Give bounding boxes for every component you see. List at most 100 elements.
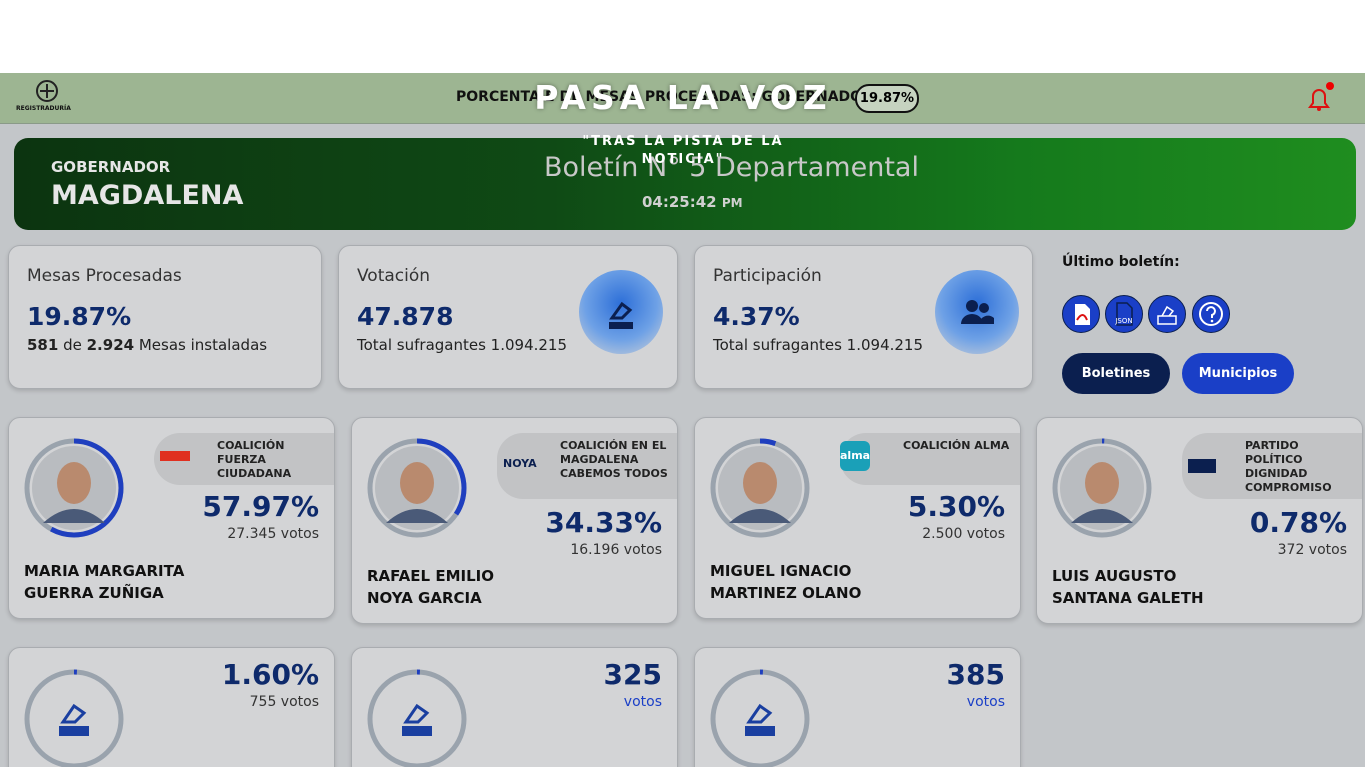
logo-text: REGISTRADURÍA xyxy=(16,105,71,112)
clock: 04:25:42 xyxy=(642,193,717,211)
bulletins-button[interactable]: Boletines xyxy=(1062,353,1170,394)
photo-body xyxy=(43,509,105,523)
vote-count: 2.500 votos xyxy=(922,526,1005,542)
other-main: 385 xyxy=(946,658,1005,691)
name-line: MARIA MARGARITA xyxy=(24,562,185,580)
notifications[interactable] xyxy=(1302,81,1336,115)
ring-track xyxy=(367,669,467,767)
other-sub: votos xyxy=(966,694,1005,710)
banner: GOBERNADOR MAGDALENA Boletín N° 5 Depart… xyxy=(14,138,1356,230)
ring-arc xyxy=(24,438,124,538)
app: REGISTRADURÍA PORCENTAJE DE MESAS PROCES… xyxy=(0,73,1365,767)
party-pill: COALICIÓN FUERZA CIUDADANA xyxy=(154,433,334,485)
pdf-button[interactable] xyxy=(1062,295,1100,333)
municipalities-button[interactable]: Municipios xyxy=(1182,353,1294,394)
other-card: 385 votos xyxy=(694,647,1021,767)
photo-body xyxy=(729,509,791,523)
progress-ring xyxy=(24,669,124,767)
ballot xyxy=(60,703,87,724)
party-pill: NOYA COALICIÓN EN EL MAGDALENA CABEMOS TO… xyxy=(497,433,677,499)
card-detail: 581 de 2.924 Mesas instaladas xyxy=(27,336,267,354)
vote-count: 16.196 votos xyxy=(570,542,662,558)
suffix: Mesas instaladas xyxy=(138,336,268,354)
other-card: 1.60% 755 votos xyxy=(8,647,335,767)
json-button[interactable]: JSON xyxy=(1105,295,1143,333)
party-logo: NOYA xyxy=(503,457,537,470)
other-main: 1.60% xyxy=(221,658,319,691)
photo-face xyxy=(1085,462,1119,504)
bulletin-title: Boletín N° 5 Departamental xyxy=(544,152,919,183)
other-card: 325 votos xyxy=(351,647,678,767)
watermark-title: PASA LA VOZ xyxy=(534,78,832,117)
turnout-card: Participación 4.37% Total sufragantes 1.… xyxy=(694,245,1033,389)
ring-arc xyxy=(1052,438,1152,538)
other-sub: 755 votos xyxy=(249,694,319,710)
name-line: GUERRA ZUÑIGA xyxy=(24,584,164,602)
ballot-box xyxy=(745,726,775,736)
help-button[interactable] xyxy=(1192,295,1230,333)
ballot xyxy=(403,703,430,724)
name-line: MARTINEZ OLANO xyxy=(710,584,862,602)
photo-face xyxy=(743,462,777,504)
candidate-name: LUIS AUGUSTO SANTANA GALETH xyxy=(1052,565,1204,609)
candidate-card: PARTIDO POLÍTICO DIGNIDAD COMPROMISO 0.78… xyxy=(1036,417,1363,624)
ring-track xyxy=(24,669,124,767)
party-name: COALICIÓN ALMA xyxy=(903,439,1010,452)
vote-share: 34.33% xyxy=(545,506,662,539)
other-main: 325 xyxy=(603,658,662,691)
ballot-box xyxy=(59,726,89,736)
name-line: MIGUEL IGNACIO xyxy=(710,562,852,580)
ring-arc xyxy=(24,669,124,767)
processed: 581 xyxy=(27,336,59,354)
logo xyxy=(36,80,58,102)
card-detail: Total sufragantes 1.094.215 xyxy=(357,336,568,354)
candidate-card: COALICIÓN FUERZA CIUDADANA 57.97% 27.345 v… xyxy=(8,417,335,619)
party-pill: alma COALICIÓN ALMA xyxy=(840,433,1020,485)
vote-share: 57.97% xyxy=(202,490,319,523)
ring-track xyxy=(710,669,810,767)
candidate-name: RAFAEL EMILIO NOYA GARCIA xyxy=(367,565,494,609)
party-name: PARTIDO POLÍTICO DIGNIDAD COMPROMISO xyxy=(1245,439,1332,494)
progress-ring xyxy=(1052,438,1152,538)
csv-button[interactable] xyxy=(1148,295,1186,333)
party-pill: PARTIDO POLÍTICO DIGNIDAD COMPROMISO xyxy=(1182,433,1362,499)
name-line: LUIS AUGUSTO xyxy=(1052,567,1177,585)
progress-ring xyxy=(710,669,810,767)
party-logo xyxy=(160,451,190,461)
ring-arc xyxy=(367,669,467,767)
party-name: COALICIÓN EN EL MAGDALENA CABEMOS TODOS xyxy=(560,439,668,480)
votes-card: Votación 47.878 Total sufragantes 1.094.… xyxy=(338,245,678,389)
ring-arc xyxy=(367,438,467,538)
progress-label: PORCENTAJE DE MESAS PROCESADAS: GOBERNAD… xyxy=(456,89,873,105)
of: de xyxy=(63,336,82,354)
period: PM xyxy=(721,196,743,210)
vote-count: 372 votos xyxy=(1277,542,1347,558)
region: MAGDALENA xyxy=(51,180,244,211)
card-title: Votación xyxy=(357,266,431,286)
card-value: 19.87% xyxy=(27,302,132,331)
name-line: NOYA GARCIA xyxy=(367,589,482,607)
party-name: COALICIÓN FUERZA CIUDADANA xyxy=(217,439,292,480)
progress-ring xyxy=(367,438,467,538)
photo-face xyxy=(400,462,434,504)
time: 04:25:42 PM xyxy=(642,193,743,211)
vote-count: 27.345 votos xyxy=(227,526,319,542)
card-title: Mesas Procesadas xyxy=(27,266,182,286)
candidate-name: MARIA MARGARITA GUERRA ZUÑIGA xyxy=(24,560,184,604)
top-bar: REGISTRADURÍA PORCENTAJE DE MESAS PROCES… xyxy=(0,73,1365,124)
progress-badge: 19.87% xyxy=(855,84,919,113)
other-sub: votos xyxy=(623,694,662,710)
vote-share: 0.78% xyxy=(1249,506,1347,539)
ballot-icon xyxy=(579,270,663,354)
watermark-tagline: "TRAS LA PISTA DE LA NOTICIA" xyxy=(582,134,784,167)
office: GOBERNADOR xyxy=(51,158,171,176)
card-detail: Total sufragantes 1.094.215 xyxy=(713,336,924,354)
photo-face xyxy=(57,462,91,504)
candidate-card: NOYA COALICIÓN EN EL MAGDALENA CABEMOS TO… xyxy=(351,417,678,624)
card-value: 4.37% xyxy=(713,302,800,331)
party-logo: alma xyxy=(840,441,870,471)
card-title: Participación xyxy=(713,266,822,286)
progress-ring xyxy=(710,438,810,538)
card-value: 47.878 xyxy=(357,302,454,331)
